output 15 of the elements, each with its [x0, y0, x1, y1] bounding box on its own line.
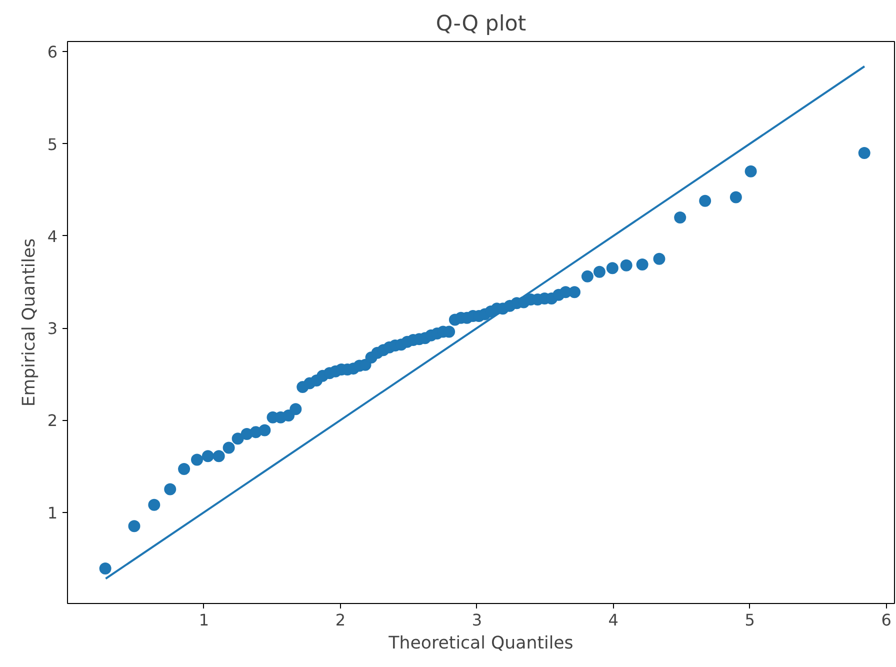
- y-tick-label: 4: [47, 226, 58, 246]
- y-tick-label: 1: [47, 503, 58, 522]
- x-tick-label: 1: [198, 610, 210, 630]
- x-tick-label: 2: [335, 610, 346, 630]
- y-tick-label: 5: [47, 134, 58, 154]
- x-tick-label: 3: [472, 610, 482, 630]
- y-tick-label: 6: [47, 42, 58, 62]
- y-tick-label: 3: [47, 319, 58, 338]
- x-tick-label: 5: [744, 610, 755, 630]
- y-axis-title: Empirical Quantiles: [19, 238, 40, 407]
- x-tick-label: 4: [608, 610, 618, 630]
- x-tick-label: 6: [881, 610, 892, 630]
- y-tick-label: 2: [47, 411, 58, 430]
- x-axis-title: Theoretical Quantiles: [388, 634, 574, 654]
- chart-title: Q-Q plot: [436, 12, 526, 36]
